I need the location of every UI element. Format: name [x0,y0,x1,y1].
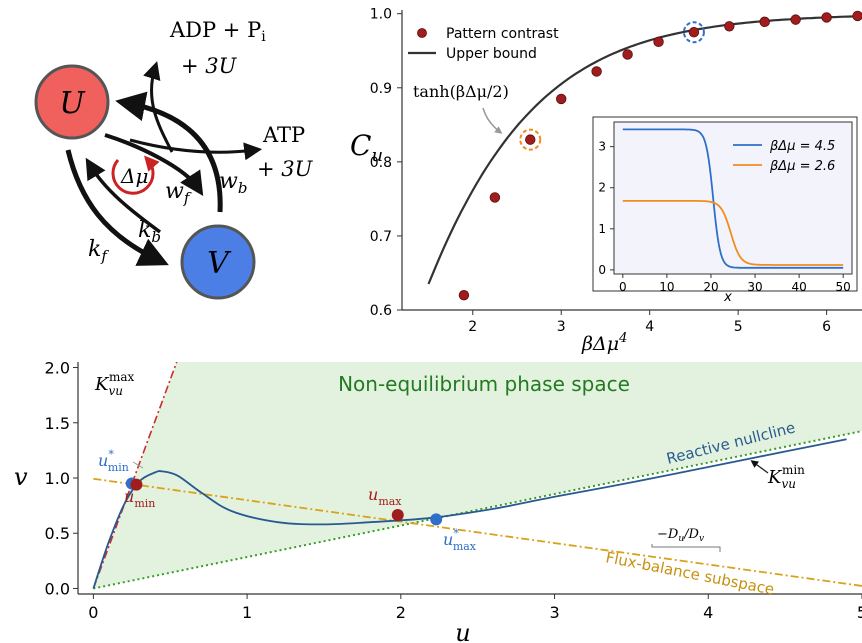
phase-fixed-point [430,513,442,525]
contrast-ytick-label: 0.7 [370,229,392,245]
contrast-ytick-label: 1.0 [370,7,392,23]
inset-ytick-label: 3 [598,140,606,154]
phase-ytick-label: 0.5 [45,524,70,543]
inset-xtick-label: 20 [703,280,718,294]
pattern-contrast-point [459,290,469,300]
phase-xtick-label: 3 [549,603,559,622]
inset-xtick-label: 40 [791,280,806,294]
k-min-label: Kvumin [767,463,805,491]
phase-xtick-label: 4 [703,603,713,622]
phase-space-plot: 0 1 2 3 4 5 0.0 0.5 1.0 1.5 2.0 v u Non-equilibriu… [14,359,862,643]
pattern-contrast-point [556,94,566,104]
inset-ytick-label: 2 [598,181,606,195]
contrast-xtick-label: 2 [468,319,477,335]
legend-pattern-marker [418,29,427,38]
phase-xtick-label: 5 [857,603,862,622]
phase-ylabel: v [14,463,28,491]
inset-xtick-label: 0 [619,280,627,294]
inset-xtick-label: 30 [747,280,762,294]
contrast-ytick-label: 0.9 [370,81,392,97]
atp-plus-label: + 3U [257,157,314,181]
k-f-label: kf [88,237,109,265]
pattern-contrast-point [760,17,770,27]
contrast-xtick-label: 5 [734,319,743,335]
delta-mu-label: Δμ [120,164,148,188]
flux-balance-label: Flux-balance subspace [604,548,776,598]
phase-title: Non-equilibrium phase space [338,372,630,396]
phase-ytick-label: 2.0 [45,359,70,378]
w-b-label: wb [219,169,247,197]
tanh-annotation: tanh(βΔμ/2) [413,82,509,101]
phase-xtick-label: 1 [242,603,252,622]
inset-xtick-label: 50 [836,280,851,294]
atp-label: ATP [262,123,305,147]
contrast-ylabel: Cu [350,129,383,166]
phase-fixed-point [392,509,404,521]
contrast-xtick-label: 4 [645,319,654,335]
phase-ytick-label: 1.5 [45,414,70,433]
pattern-contrast-point [689,27,699,37]
pattern-contrast-point [822,13,832,23]
pattern-contrast-point [791,15,801,25]
contrast-ytick-label: 0.6 [370,303,392,319]
w-f-label: wf [165,179,192,207]
inset-legend-label-1: βΔμ = 4.5 [769,139,835,154]
inset-legend-label-2: βΔμ = 2.6 [769,159,835,174]
phase-ytick-label: 1.0 [45,469,70,488]
node-u-label: U [59,86,86,121]
phase-xtick-label: 0 [88,603,98,622]
phase-xlabel: u [455,619,470,643]
slope-label: −Du/Dv [657,527,704,544]
adp-plus-label: + 3U [181,54,238,78]
contrast-xtick-label: 3 [557,319,566,335]
reaction-scheme: U V ADP + Pi + 3U ATP + 3U Δμ wf wb kb k… [36,18,314,298]
legend-bound-label: Upper bound [446,46,537,62]
inset-plot: 0 10 20 30 40 50 0 1 2 3 x βΔμ = 4.5 βΔμ = 2.6 [593,117,857,305]
pattern-contrast-point [490,193,500,203]
contrast-xtick-label: 6 [822,319,831,335]
pattern-contrast-point [725,21,735,31]
pattern-contrast-point [525,135,535,145]
inset-ytick-label: 1 [598,222,606,236]
inset-xlabel: x [723,290,732,305]
legend-pattern-label: Pattern contrast [446,26,559,42]
phase-ytick-label: 0.0 [45,579,70,598]
k-min-pointer [753,462,768,473]
u-star-max-label: u* max [443,527,477,553]
u-star-min-label: u* min [98,448,129,474]
pattern-contrast-point [623,50,633,60]
adp-label: ADP + Pi [169,18,266,45]
pattern-contrast-point [654,37,664,47]
phase-xtick-label: 2 [396,603,406,622]
pattern-contrast-point [853,11,862,21]
arrow-adp-out [151,68,172,152]
pattern-contrast-point [592,67,602,77]
inset-ytick-label: 0 [598,263,606,277]
inset-xtick-label: 10 [659,280,674,294]
node-v-label: V [207,246,232,281]
contrast-xlabel: βΔμ4 [581,331,627,355]
slope-bracket [652,544,720,552]
k-max-label: Kvumax [94,370,135,398]
tanh-annotation-arrow [483,108,500,132]
